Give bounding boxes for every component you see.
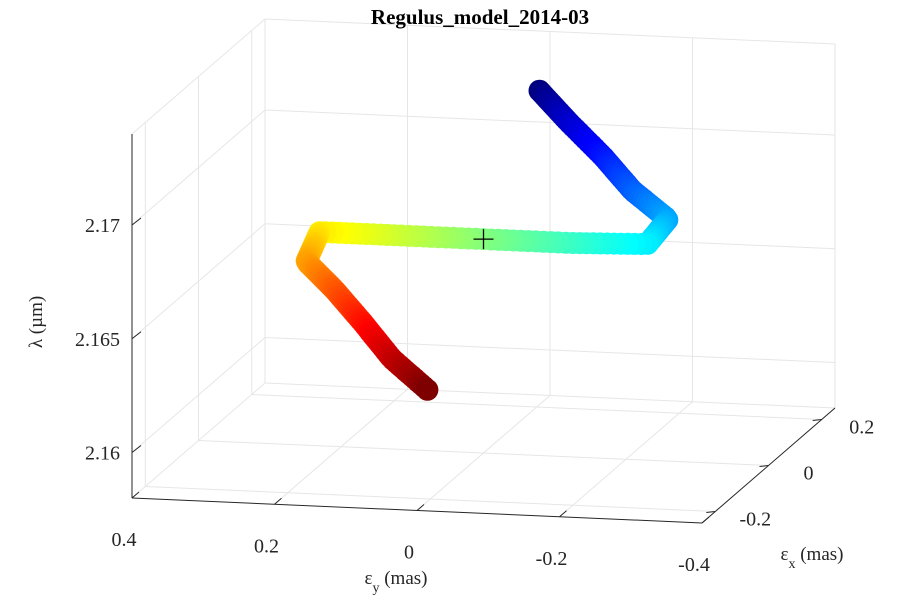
x-tick-mark <box>131 491 140 499</box>
z-tick-mark <box>131 445 142 453</box>
x-tick-label: -0.2 <box>536 548 568 570</box>
x-tick-mark <box>416 504 425 511</box>
z-axis-label: λ (µm) <box>26 296 47 348</box>
y-tick-label: 0 <box>804 463 814 485</box>
data-points <box>295 79 679 401</box>
x-tick-mark <box>701 516 710 524</box>
x-tick-mark <box>274 497 282 505</box>
grid-line-y-floor <box>198 440 769 466</box>
x-tick-label: 0 <box>404 542 414 564</box>
z-tick-label: 2.165 <box>75 329 120 351</box>
z-tick-mark <box>131 331 142 340</box>
z-tick-label: 2.17 <box>85 215 120 237</box>
x-tick-label: 0.2 <box>254 535 279 557</box>
y-tick-mark <box>812 419 822 421</box>
axes <box>131 134 836 524</box>
chart-title: Regulus_model_2014-03 <box>371 5 589 29</box>
x-tick-mark <box>559 510 567 518</box>
x-tick-label: -0.4 <box>678 554 710 576</box>
grid-line-y-floor <box>251 394 822 420</box>
z-tick-label: 2.16 <box>85 443 120 465</box>
y-tick-mark <box>706 511 716 513</box>
tick-labels: 0.4 0.2 0 -0.2 -0.4 -0.2 0 0.2 2.16 2.165 2.17 <box>75 215 874 576</box>
y-tick-label: 0.2 <box>849 417 874 439</box>
z-tick-mark <box>131 217 142 226</box>
y-tick-mark <box>759 465 769 467</box>
x-tick-label: 0.4 <box>112 529 137 551</box>
grid-line-y-floor <box>145 486 716 512</box>
grid-line-y-floor <box>264 382 836 409</box>
x-axis-label: εy (mas) <box>365 568 428 596</box>
y-axis-label: εx (mas) <box>781 544 844 572</box>
y-tick-label: -0.2 <box>739 509 771 531</box>
data-point <box>416 378 439 401</box>
